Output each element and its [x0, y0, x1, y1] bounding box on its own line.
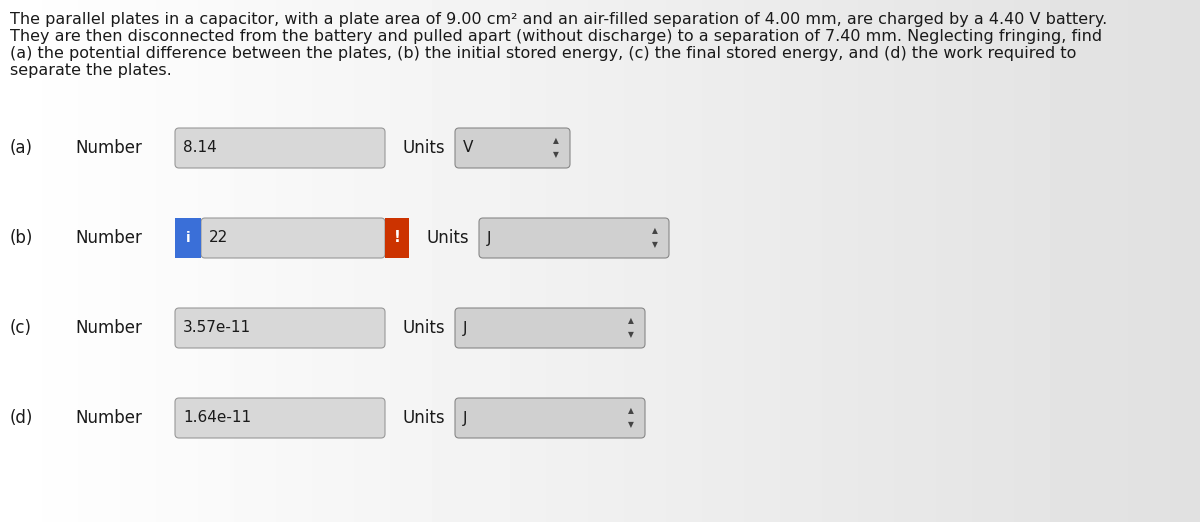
FancyBboxPatch shape: [455, 398, 646, 438]
Text: (c): (c): [10, 319, 32, 337]
Text: 8.14: 8.14: [182, 140, 217, 156]
FancyBboxPatch shape: [175, 218, 202, 258]
Text: ▼: ▼: [553, 150, 559, 160]
FancyBboxPatch shape: [455, 308, 646, 348]
Text: ▼: ▼: [652, 241, 658, 250]
Text: Number: Number: [74, 229, 142, 247]
Text: 22: 22: [209, 231, 228, 245]
FancyBboxPatch shape: [455, 128, 570, 168]
Text: Units: Units: [403, 409, 445, 427]
FancyBboxPatch shape: [385, 218, 409, 258]
Text: ▲: ▲: [652, 227, 658, 235]
Text: Units: Units: [403, 139, 445, 157]
Text: !: !: [394, 231, 401, 245]
FancyBboxPatch shape: [175, 308, 385, 348]
Text: Number: Number: [74, 409, 142, 427]
FancyBboxPatch shape: [175, 398, 385, 438]
Text: They are then disconnected from the battery and pulled apart (without discharge): They are then disconnected from the batt…: [10, 29, 1102, 44]
Text: (a) the potential difference between the plates, (b) the initial stored energy, : (a) the potential difference between the…: [10, 46, 1076, 61]
Text: (b): (b): [10, 229, 34, 247]
Text: Units: Units: [403, 319, 445, 337]
Text: ▲: ▲: [628, 316, 634, 326]
Text: J: J: [487, 231, 492, 245]
Text: ▼: ▼: [628, 330, 634, 339]
Text: Number: Number: [74, 319, 142, 337]
Text: 3.57e-11: 3.57e-11: [182, 321, 251, 336]
Text: V: V: [463, 140, 473, 156]
FancyBboxPatch shape: [479, 218, 670, 258]
FancyBboxPatch shape: [175, 128, 385, 168]
Text: i: i: [186, 231, 191, 245]
FancyBboxPatch shape: [202, 218, 385, 258]
Text: J: J: [463, 410, 468, 425]
Text: separate the plates.: separate the plates.: [10, 63, 172, 78]
Text: Number: Number: [74, 139, 142, 157]
Text: (a): (a): [10, 139, 34, 157]
Text: ▼: ▼: [628, 421, 634, 430]
Text: The parallel plates in a capacitor, with a plate area of 9.00 cm² and an air-fil: The parallel plates in a capacitor, with…: [10, 12, 1108, 27]
Text: Units: Units: [427, 229, 469, 247]
Text: (d): (d): [10, 409, 34, 427]
Text: 1.64e-11: 1.64e-11: [182, 410, 251, 425]
Text: ▲: ▲: [628, 407, 634, 416]
Text: ▲: ▲: [553, 136, 559, 146]
Text: J: J: [463, 321, 468, 336]
